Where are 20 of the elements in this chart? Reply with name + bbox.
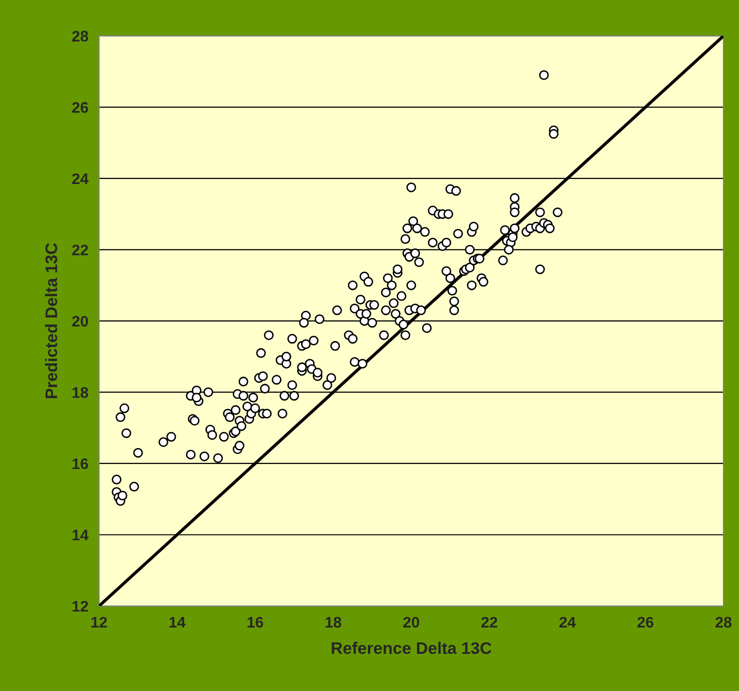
x-tick-label: 16 (248, 616, 264, 628)
x-tick-label: 28 (716, 616, 732, 628)
y-tick-label: 26 (72, 102, 88, 113)
x-tick-label: 18 (326, 616, 342, 628)
y-tick-label: 14 (72, 530, 89, 540)
y-axis-title: Predicted Delta 13C (44, 243, 58, 398)
y-tick-label: 12 (72, 600, 88, 612)
x-axis-title: Reference Delta 13C (332, 642, 492, 654)
x-tick-label: 26 (637, 616, 654, 628)
x-tick-label: 24 (559, 616, 576, 628)
y-tick-label: 18 (72, 387, 88, 398)
x-tick-label: 20 (403, 616, 420, 628)
y-tick-label: 28 (72, 30, 88, 42)
x-tick-label: 22 (481, 616, 498, 628)
x-tick-label: 12 (91, 616, 107, 628)
y-tick-label: 24 (72, 173, 89, 184)
y-tick-label: 22 (72, 244, 88, 256)
y-tick-label: 16 (72, 458, 88, 470)
x-tick-label: 14 (170, 616, 186, 628)
y-tick-label: 20 (72, 316, 88, 327)
